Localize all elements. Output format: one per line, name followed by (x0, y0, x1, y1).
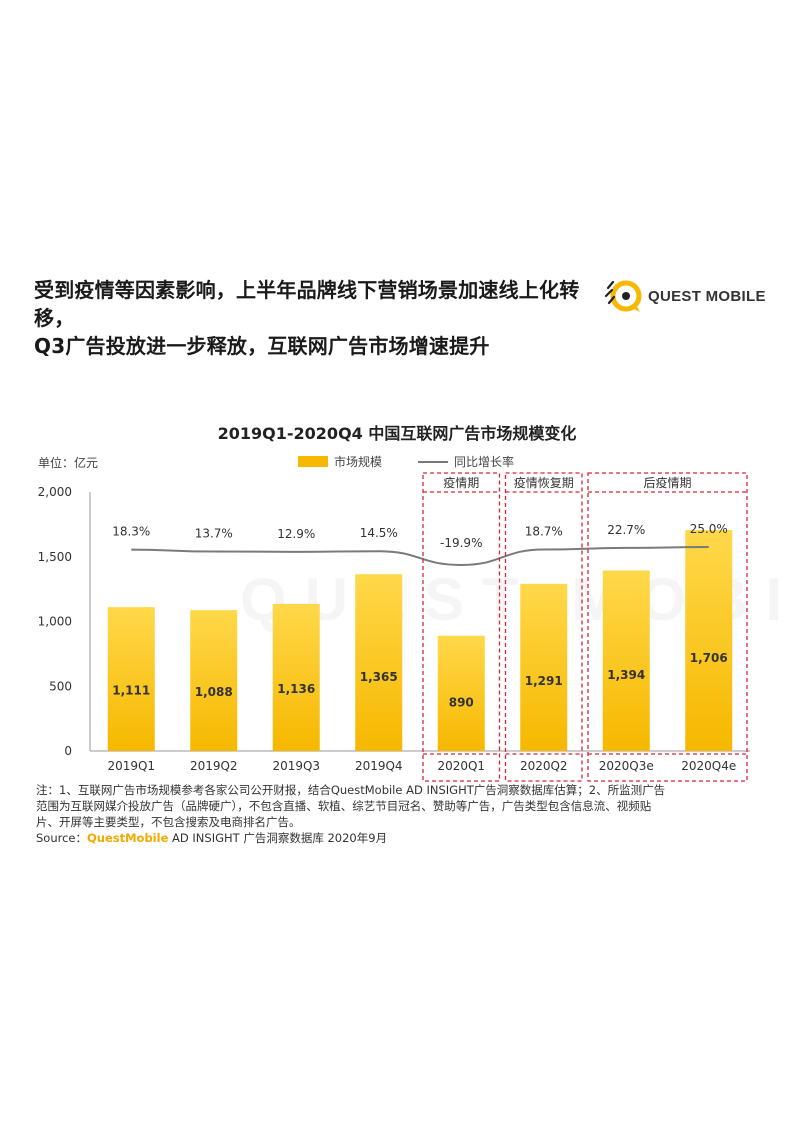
legend-bar-swatch (298, 456, 328, 467)
x-tick-label: 2020Q3e (599, 759, 654, 773)
bar-2019Q3 (272, 603, 320, 751)
legend-line-swatch (418, 460, 449, 463)
legend-line-label: 同比增长率 (454, 455, 515, 469)
chart-title: 2019Q1-2020Q4 中国互联网广告市场规模变化 (217, 424, 577, 443)
bar-value-label: 1,706 (690, 651, 728, 665)
logo-text: QUEST MOBILE (648, 288, 766, 305)
growth-rate-label: -19.9% (440, 536, 482, 550)
y-tick-label: 500 (49, 679, 72, 693)
bar-value-label: 1,136 (277, 682, 315, 696)
growth-rate-label: 18.3% (112, 525, 150, 539)
page-headline: 受到疫情等因素影响，上半年品牌线下营销场景加速线上化转移， Q3广告投放进一步释… (34, 276, 614, 360)
source-rest: AD INSIGHT 广告洞察数据库 2020年9月 (168, 831, 388, 845)
growth-rate-line (131, 546, 709, 566)
growth-rate-label: 18.7% (525, 525, 563, 539)
y-tick-label: 1,500 (38, 550, 72, 564)
bar-2020Q3e (602, 570, 650, 751)
growth-rate-label: 14.5% (360, 526, 398, 540)
bar-2020Q4e (685, 530, 733, 751)
footnotes: 注：1、互联网广告市场规模参考各家公司公开财报，结合QuestMobile AD… (36, 782, 761, 846)
source-brand: QuestMobile (87, 831, 169, 845)
quest-mobile-logo: QUEST MOBILE (604, 276, 766, 316)
bar-value-label: 1,088 (195, 685, 233, 699)
legend-bar-label: 市场规模 (334, 455, 383, 469)
bar-value-label: 890 (449, 696, 474, 710)
chart-legend: 市场规模 同比增长率 (298, 453, 514, 470)
y-tick-label: 1,000 (38, 615, 72, 629)
bar-2019Q4 (355, 574, 403, 751)
source-prefix: Source： (36, 831, 87, 845)
x-tick-label: 2019Q4 (355, 759, 403, 773)
bar-value-label: 1,394 (607, 668, 645, 682)
bar-value-label: 1,111 (112, 684, 150, 698)
x-tick-label: 2019Q3 (272, 759, 320, 773)
bar-2020Q2 (520, 583, 568, 751)
market-size-chart: QUEST MOBILE05001,0001,5002,0001,1112019… (38, 472, 794, 782)
period-box (587, 472, 748, 782)
y-tick-label: 0 (64, 744, 72, 758)
note-line-1: 注：1、互联网广告市场规模参考各家公司公开财报，结合QuestMobile AD… (36, 783, 666, 797)
bar-2019Q1 (107, 607, 155, 751)
growth-rate-label: 12.9% (277, 527, 315, 541)
y-axis-unit: 单位：亿元 (38, 456, 99, 470)
period-label: 后疫情期 (643, 475, 691, 490)
note-line-3: 片、开屏等主要类型，不包含搜索及电商排名广告。 (36, 815, 301, 829)
bar-value-label: 1,365 (360, 670, 398, 684)
quest-mobile-logo-icon (604, 280, 642, 312)
bar-2019Q2 (190, 610, 238, 751)
headline-line-2: Q3广告投放进一步释放，互联网广告市场增速提升 (34, 334, 490, 358)
source-line: Source：QuestMobile AD INSIGHT 广告洞察数据库 20… (36, 830, 761, 846)
x-tick-label: 2019Q1 (107, 759, 155, 773)
bar-2020Q1 (437, 635, 485, 751)
x-tick-label: 2020Q2 (520, 759, 568, 773)
x-tick-label: 2020Q1 (437, 759, 485, 773)
note-line-2: 范围为互联网媒介投放广告（品牌硬广），不包含直播、软植、综艺节目冠名、赞助等广告… (36, 799, 652, 813)
x-tick-label: 2019Q2 (190, 759, 238, 773)
x-tick-label: 2020Q4e (681, 759, 736, 773)
period-label: 疫情期 (443, 475, 479, 490)
headline-line-1: 受到疫情等因素影响，上半年品牌线下营销场景加速线上化转移， (34, 278, 580, 330)
period-box (504, 472, 583, 782)
growth-rate-label: 22.7% (607, 523, 645, 537)
y-tick-label: 2,000 (38, 485, 72, 499)
growth-rate-label: 13.7% (195, 527, 233, 541)
growth-rate-label: 25.0% (690, 522, 728, 536)
bar-value-label: 1,291 (525, 674, 563, 688)
period-box (422, 472, 501, 782)
period-label: 疫情恢复期 (514, 475, 574, 490)
